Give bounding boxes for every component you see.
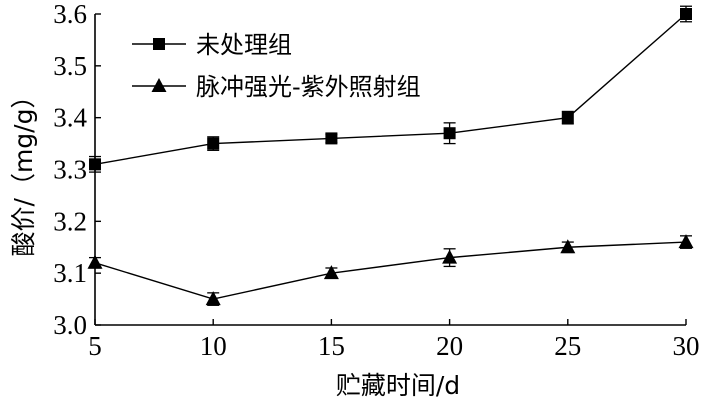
- data-point: [323, 265, 339, 280]
- y-tick-label: 3.3: [53, 155, 87, 185]
- data-point: [442, 249, 458, 264]
- series-line: [94, 13, 687, 166]
- y-tick-label: 3.4: [53, 103, 87, 133]
- y-tick-label: 3.5: [53, 51, 87, 81]
- x-tick-label: 30: [673, 331, 700, 361]
- x-tick-label: 25: [554, 331, 581, 361]
- x-tick-label: 10: [200, 331, 227, 361]
- data-point: [443, 127, 456, 140]
- series-2: [87, 234, 694, 306]
- legend-label: 未处理组: [196, 31, 292, 59]
- x-axis-title: 贮藏时间/d: [336, 371, 460, 400]
- data-point: [561, 111, 574, 124]
- axes: 3.0 3.1 3.2 3.3 3.4 3.5 3.6 5 10 15 20 25 30: [53, 0, 699, 361]
- series-line: [94, 241, 687, 300]
- x-tick-label: 20: [436, 331, 463, 361]
- data-point: [89, 158, 101, 171]
- series-1: [89, 5, 692, 173]
- x-tick-label: 15: [318, 331, 345, 361]
- x-tick-label: 5: [88, 331, 102, 361]
- legend-label: 脉冲强光-紫外照射组: [196, 73, 421, 101]
- legend-marker: [153, 38, 165, 50]
- y-tick-label: 3.6: [53, 0, 87, 29]
- y-tick-label: 3.0: [53, 310, 87, 340]
- y-axis-title: 酸价/（mg/g）: [9, 84, 38, 257]
- data-point: [560, 239, 576, 254]
- y-tick-label: 3.2: [53, 206, 87, 236]
- data-point: [680, 8, 692, 20]
- data-point: [207, 137, 220, 150]
- y-tick-label: 3.1: [53, 258, 87, 288]
- data-point: [325, 132, 338, 145]
- data-point: [205, 291, 221, 306]
- series-layer: [87, 5, 694, 306]
- data-point: [678, 234, 694, 249]
- data-point: [87, 254, 103, 269]
- legend-marker: [151, 78, 167, 92]
